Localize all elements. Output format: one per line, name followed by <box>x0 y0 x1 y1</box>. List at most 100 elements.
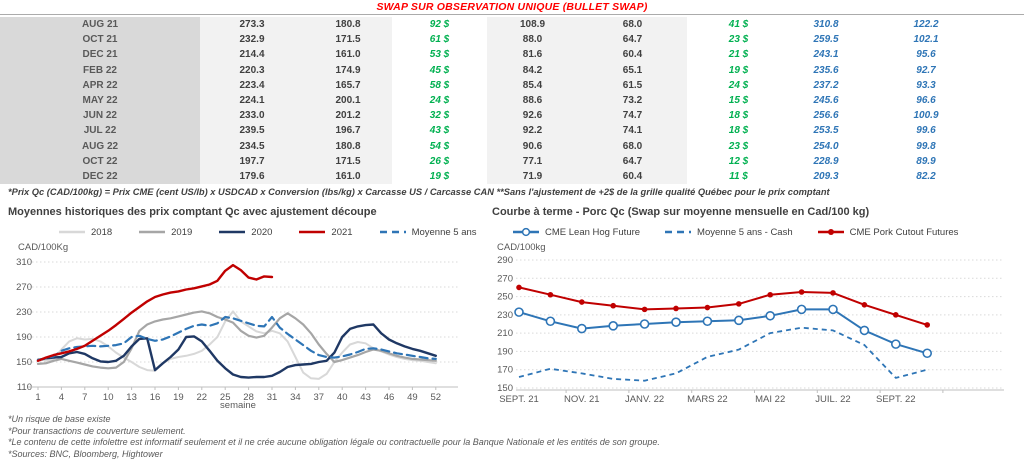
table-row: JUN 22 233.0 201.2 32 $ 92.6 74.7 18 $ 256.6 100… <box>0 108 990 124</box>
svg-text:150: 150 <box>16 357 32 368</box>
month-cell: OCT 22 <box>0 153 200 169</box>
value-cell: 32 $ <box>429 110 450 122</box>
svg-text:MARS 22: MARS 22 <box>687 394 728 405</box>
historical-chart-legend: 2018 2019 2020 2021 Moyenne 5 ans <box>58 226 477 238</box>
value-cell: 209.3 <box>813 170 839 182</box>
historical-chart-y-unit: CAD/100Kg <box>18 242 69 253</box>
value-cell: 254.0 <box>813 140 839 152</box>
value-cell: 68.0 <box>578 17 687 33</box>
value-cell: 232.9 <box>200 32 304 48</box>
svg-text:SEPT. 22: SEPT. 22 <box>876 394 916 405</box>
svg-text:10: 10 <box>103 392 114 403</box>
value-cell: 256.6 <box>813 110 839 122</box>
value-cell: 224.1 <box>200 92 304 109</box>
svg-text:270: 270 <box>497 273 513 284</box>
forward-curve-chart: 150 170 190 210 230 250 270 290 SEPT. 21 NOV. 21 J… <box>497 255 1004 405</box>
forward-curve-title: Courbe à terme - Porc Qc (Swap sur moyen… <box>492 206 870 218</box>
value-cell: 243.1 <box>813 49 839 61</box>
footnote-line: *Le contenu de cette infolettre est info… <box>8 437 660 448</box>
value-cell: 180.8 <box>304 138 392 154</box>
footnote-line: *Un risque de base existe <box>8 414 111 424</box>
legend-item-2018: 2018 <box>58 227 112 238</box>
value-cell: 65.1 <box>578 62 687 78</box>
value-cell: 41 $ <box>728 19 749 30</box>
value-cell: 99.8 <box>916 140 936 152</box>
svg-text:170: 170 <box>497 365 513 376</box>
value-cell: 200.1 <box>304 92 392 109</box>
svg-text:19: 19 <box>173 392 184 403</box>
legend-swatch-icon <box>219 230 246 234</box>
value-cell: 237.2 <box>813 79 839 91</box>
svg-text:7: 7 <box>82 392 87 403</box>
value-cell: 180.8 <box>304 17 392 33</box>
legend-item-2019: 2019 <box>138 227 192 238</box>
value-cell: 77.1 <box>487 153 578 169</box>
legend-swatch-icon <box>59 230 85 234</box>
svg-text:43: 43 <box>360 392 371 403</box>
value-cell: 74.1 <box>578 123 687 139</box>
legend-item-cme-lean-hog-future: CME Lean Hog Future <box>512 227 640 238</box>
value-cell: 92.7 <box>916 64 936 76</box>
value-cell: 259.5 <box>813 34 839 46</box>
value-cell: 45 $ <box>429 64 450 76</box>
month-cell: AUG 21 <box>0 17 200 33</box>
value-cell: 11 $ <box>729 170 748 182</box>
svg-text:310: 310 <box>16 257 32 268</box>
value-cell: 23 $ <box>728 140 749 152</box>
table-row: FEB 22 220.3 174.9 45 $ 84.2 65.1 19 $ 235.6 92.… <box>0 62 990 78</box>
value-cell: 88.6 <box>487 92 578 109</box>
legend-swatch-icon <box>139 230 166 234</box>
svg-text:250: 250 <box>497 292 513 303</box>
legend-label: 2019 <box>171 226 193 238</box>
svg-text:230: 230 <box>497 310 513 321</box>
footnotes: *Un risque de base existe *Pour transact… <box>8 414 660 461</box>
table-row: OCT 21 232.9 171.5 61 $ 88.0 64.7 23 $ 259.5 102… <box>0 32 990 48</box>
legend-label: 2020 <box>251 226 273 238</box>
svg-text:4: 4 <box>59 392 64 403</box>
svg-text:NOV. 21: NOV. 21 <box>564 394 600 405</box>
svg-text:JUIL. 22: JUIL. 22 <box>815 394 850 405</box>
value-cell: 165.7 <box>304 77 392 94</box>
month-cell: JUL 22 <box>0 123 200 139</box>
value-cell: 171.5 <box>304 32 392 48</box>
legend-swatch-icon <box>299 230 326 234</box>
legend-swatch-icon <box>665 230 692 234</box>
month-cell: OCT 21 <box>0 32 200 48</box>
svg-text:JANV. 22: JANV. 22 <box>625 394 664 405</box>
value-cell: 84.2 <box>487 62 578 78</box>
footnote-line: *Pour transactions de couverture seuleme… <box>8 425 186 436</box>
value-cell: 92.6 <box>487 108 578 124</box>
table-row: DEC 21 214.4 161.0 53 $ 81.6 60.4 21 $ 243.1 95.… <box>0 47 990 63</box>
value-cell: 108.9 <box>487 17 578 33</box>
value-cell: 82.2 <box>916 170 936 182</box>
table-row: OCT 22 197.7 171.5 26 $ 77.1 64.7 12 $ 228.9 89.… <box>0 153 990 169</box>
value-cell: 234.5 <box>200 138 304 154</box>
svg-text:190: 190 <box>16 332 32 343</box>
value-cell: 19 $ <box>728 64 749 76</box>
svg-text:40: 40 <box>337 392 348 403</box>
value-cell: 161.0 <box>304 168 392 185</box>
table-footnote: *Prix Qc (CAD/100kg) = Prix CME (cent US… <box>8 187 830 197</box>
value-cell: 12 $ <box>728 155 749 167</box>
value-cell: 253.5 <box>813 125 839 137</box>
value-cell: 273.3 <box>200 17 304 33</box>
legend-label: Moyenne 5 ans <box>411 226 477 238</box>
svg-text:49: 49 <box>407 392 418 403</box>
svg-text:28: 28 <box>243 392 254 403</box>
value-cell: 90.6 <box>487 138 578 154</box>
title-divider <box>0 14 1024 15</box>
value-cell: 15 $ <box>728 94 749 106</box>
svg-text:34: 34 <box>290 392 301 403</box>
value-cell: 88.0 <box>487 32 578 48</box>
value-cell: 161.0 <box>304 47 392 63</box>
value-cell: 220.3 <box>200 62 304 78</box>
legend-swatch-icon <box>379 230 406 234</box>
value-cell: 18 $ <box>728 125 749 137</box>
value-cell: 92 $ <box>429 19 450 30</box>
svg-text:150: 150 <box>497 383 513 394</box>
page-title: SWAP SUR OBSERVATION UNIQUE (BULLET SWAP… <box>376 1 648 13</box>
value-cell: 60.4 <box>578 47 687 63</box>
month-cell: DEC 22 <box>0 168 200 185</box>
value-cell: 89.9 <box>916 155 936 167</box>
legend-item-2021: 2021 <box>298 227 353 238</box>
